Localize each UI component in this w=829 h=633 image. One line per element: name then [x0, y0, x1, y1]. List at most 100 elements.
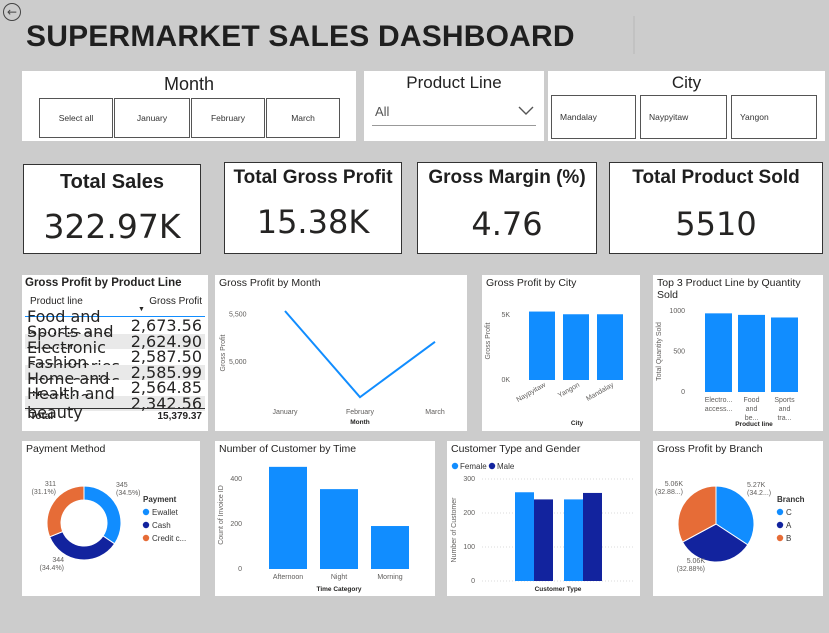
kpi-title: Total Product Sold	[632, 167, 800, 188]
chart-title: Top 3 Product Line by Quantity Sold	[657, 277, 801, 301]
legend-label: Cash	[152, 521, 171, 530]
bar	[563, 314, 589, 380]
month-chip-march[interactable]: March	[266, 98, 340, 138]
slice	[46, 485, 85, 538]
y-axis-label: Gross Profit	[220, 334, 227, 371]
data-label: 5.06K	[687, 558, 706, 565]
product-line-slicer-title: Product Line	[406, 73, 502, 92]
legend-label: B	[786, 534, 791, 543]
x-tick-label: Afternoon	[273, 574, 303, 581]
data-label: (34.4%)	[39, 565, 64, 572]
month-chip-select-all[interactable]: Select all	[39, 98, 113, 138]
data-label: (32.88%)	[677, 566, 705, 573]
kpi-title: Total Gross Profit	[233, 167, 393, 188]
chart-gross-profit-by-branch: Gross Profit by Branch 5.27K (34.2...) 5.0…	[653, 441, 823, 596]
x-axis-label: Month	[350, 419, 370, 426]
city-slicer: City Mandalay Naypyitaw Yangon	[548, 71, 825, 141]
kpi-value: 5510	[675, 205, 757, 243]
legend-dot	[776, 534, 784, 542]
y-tick-label: 200	[230, 521, 242, 528]
month-slicer-title: Month	[163, 74, 215, 94]
bar	[597, 314, 623, 380]
product-line-slicer: Product Line All	[364, 71, 544, 141]
clustered-bar-chart-svg: Female Male 300 200 100 0 Number of Customer Cu…	[451, 462, 635, 593]
city-chip-yangon[interactable]: Yangon	[731, 95, 817, 139]
y-tick-label: 5,000	[229, 359, 247, 366]
series-line	[284, 310, 436, 399]
data-label: (34.2...)	[747, 490, 771, 497]
chevron-down-icon	[518, 106, 534, 115]
table-header-gross-profit[interactable]: Gross Profit	[149, 296, 202, 307]
month-chip-february[interactable]: February	[191, 98, 265, 138]
month-chip-january[interactable]: January	[114, 98, 190, 138]
data-label: 5.06K	[665, 481, 684, 488]
x-tick-label: February	[346, 409, 375, 416]
product-line-dropdown[interactable]: All	[372, 100, 536, 126]
kpi-value: 322.97K	[43, 207, 181, 246]
x-tick-label: Food	[744, 397, 760, 404]
city-chip-mandalay[interactable]: Mandalay	[551, 95, 636, 139]
cell-gross-profit: 2,585.99	[130, 362, 202, 382]
x-tick-label: and	[779, 406, 791, 413]
cell-gross-profit: 2,564.85	[130, 378, 202, 398]
table-header: Product line Gross Profit ▼	[25, 295, 205, 317]
legend-label: Ewallet	[152, 508, 179, 517]
x-tick-label: and	[746, 406, 758, 413]
gross-profit-table-panel: Gross Profit by Product Line Product lin…	[22, 275, 208, 431]
legend-dot	[451, 462, 459, 470]
x-tick-label: tra...	[777, 415, 791, 422]
y-tick-label: 0	[681, 389, 685, 396]
x-axis-label: Time Category	[316, 586, 361, 593]
kpi-title: Gross Margin (%)	[428, 167, 586, 188]
city-chip-naypyitaw[interactable]: Naypyitaw	[640, 95, 727, 139]
chart-payment-method: Payment Method 345 (34.5%) 344 (34.4%) 311 (3…	[22, 441, 200, 596]
chart-title: Payment Method	[26, 443, 106, 455]
bar	[705, 313, 732, 392]
kpi-total-product-sold: Total Product Sold 5510	[609, 162, 823, 254]
kpi-value: 15.38K	[256, 203, 370, 241]
x-tick-label: Mandalay	[585, 381, 615, 402]
legend-label: A	[786, 521, 792, 530]
bar	[564, 499, 583, 581]
legend-dot	[776, 521, 784, 529]
bar	[515, 492, 534, 581]
cell-gross-profit: 2,624.90	[130, 331, 202, 351]
legend-label: Credit c...	[152, 534, 186, 543]
bar	[583, 492, 602, 581]
bar-chart-svg: 1000 500 0 Total Quantity Sold Electro... acc…	[656, 308, 798, 428]
y-tick-label: 5K	[501, 312, 510, 319]
legend-label: Female	[460, 462, 487, 471]
y-tick-label: 400	[230, 476, 242, 483]
y-axis-label: Gross Profit	[485, 322, 492, 359]
bar	[529, 311, 555, 380]
donut-chart-svg: 345(34.5%) 344(34.4%) 311(31.1%) Payment Ewa…	[31, 481, 186, 572]
cell-gross-profit: 2,673.56	[130, 316, 202, 336]
bar	[320, 489, 358, 569]
pie-chart-svg: 5.27K(34.2...)5.06K(32.88...)5.06K(32.88…	[655, 481, 805, 573]
table-title: Gross Profit by Product Line	[25, 277, 182, 289]
header-divider	[633, 16, 635, 54]
bar-chart-svg: 400 200 0 Count of Invoice ID Afternoon Night…	[218, 466, 409, 593]
table-header-product-line[interactable]: Product line	[30, 296, 83, 307]
data-label: (34.5%)	[116, 490, 141, 497]
chart-top3-product-line: Top 3 Product Line by Quantity Sold 1000…	[653, 275, 823, 431]
chart-gross-profit-by-city: Gross Profit by City 5K 0K Gross Profit Nay…	[482, 275, 640, 431]
x-axis-label: Customer Type	[535, 586, 582, 593]
legend-dot	[142, 508, 150, 516]
x-tick-label: Naypyitaw	[516, 381, 548, 404]
data-label: 311	[45, 481, 56, 488]
cell-gross-profit: 2,587.50	[130, 347, 202, 367]
y-tick-label: 1000	[669, 308, 685, 315]
city-slicer-title: City	[671, 73, 702, 92]
y-tick-label: 300	[463, 476, 475, 483]
legend-dot	[488, 462, 496, 470]
chart-title: Gross Profit by Branch	[657, 443, 763, 455]
sort-desc-icon: ▼	[138, 306, 145, 313]
slice	[677, 485, 717, 543]
x-tick-label: Yangon	[557, 382, 581, 400]
x-tick-label: Electro...	[705, 397, 733, 404]
back-arrow-icon[interactable]: ←	[3, 3, 21, 21]
legend-dot	[776, 508, 784, 516]
chart-title: Number of Customer by Time	[219, 443, 357, 455]
